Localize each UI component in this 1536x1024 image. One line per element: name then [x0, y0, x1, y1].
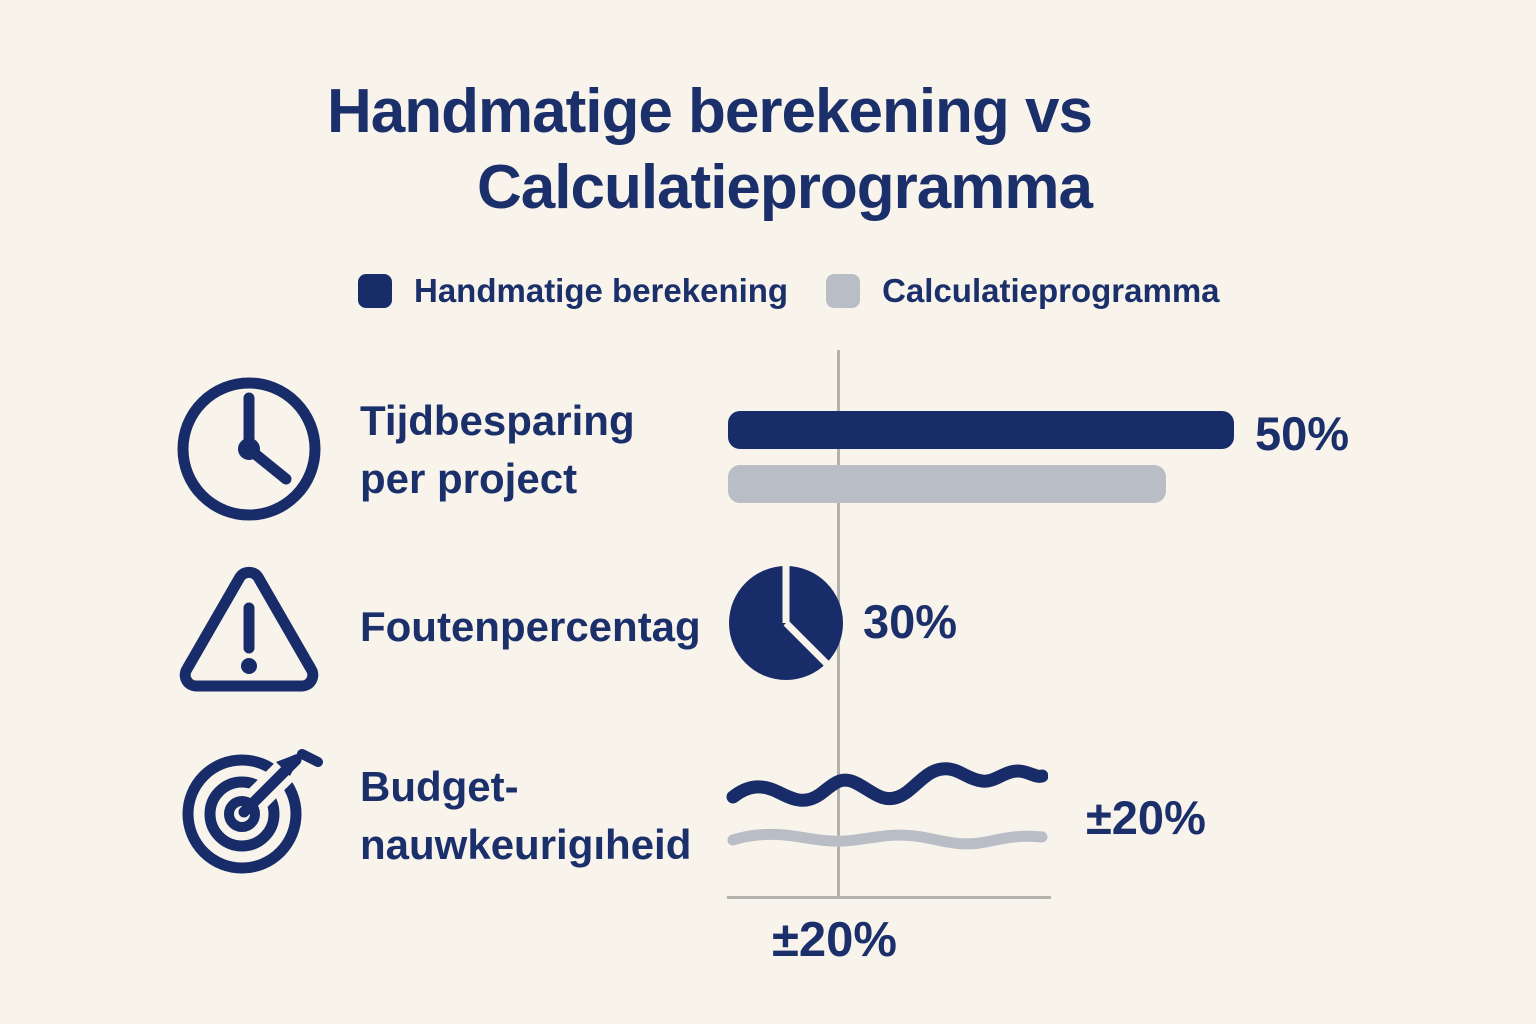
- metric-label-tijdbesparing-line1: Tijdbesparing: [360, 397, 635, 444]
- bar-manual-tijdbesparing: [728, 411, 1234, 449]
- target-icon: [182, 744, 323, 874]
- legend-swatch-gray: [826, 274, 861, 308]
- bottom-baseline: [727, 896, 1051, 899]
- wave-line-software: [727, 828, 1048, 850]
- warning-triangle-icon: [179, 566, 319, 692]
- metric-label-budget-line2: nauwkeurigıheid: [360, 820, 692, 868]
- pie-chart: [729, 564, 843, 680]
- wave-line-manual: [726, 762, 1048, 807]
- bar-software-tijdbesparing: [728, 465, 1166, 503]
- metric-label-foutenpercentage: Foutenpercentag: [360, 598, 701, 656]
- footer-value: ±20%: [772, 913, 897, 967]
- page-title: Handmatige berekening vs Calculatieprogr…: [326, 74, 1093, 225]
- legend-swatch-navy: [358, 274, 392, 308]
- legend-item-manual: Handmatige berekening: [358, 272, 788, 310]
- legend: Handmatige berekening Calculatieprogramm…: [358, 272, 1220, 310]
- metric-label-tijdbesparing-line2: per project: [360, 454, 578, 502]
- page-title-line1: Handmatige berekening vs: [326, 77, 1093, 146]
- legend-label-software: Calculatieprogramma: [882, 272, 1220, 309]
- legend-item-software: Calculatieprogramma: [826, 272, 1220, 310]
- value-budget: ±20%: [1086, 791, 1206, 844]
- page-title-line2: Calculatieprogramma: [477, 152, 1093, 222]
- metric-label-foutenpercentage-line1: Foutenpercentag: [360, 603, 701, 650]
- legend-label-manual: Handmatige berekening: [414, 272, 789, 309]
- metric-label-tijdbesparing: Tijdbesparing per project: [360, 392, 635, 507]
- value-tijdbesparing: 50%: [1255, 407, 1350, 460]
- metric-label-budget-line1: Budget-: [360, 763, 519, 810]
- clock-icon: [177, 377, 321, 521]
- value-foutenpercentage: 30%: [863, 595, 958, 648]
- metric-label-budget: Budget- nauwkeurigıheid: [360, 758, 691, 873]
